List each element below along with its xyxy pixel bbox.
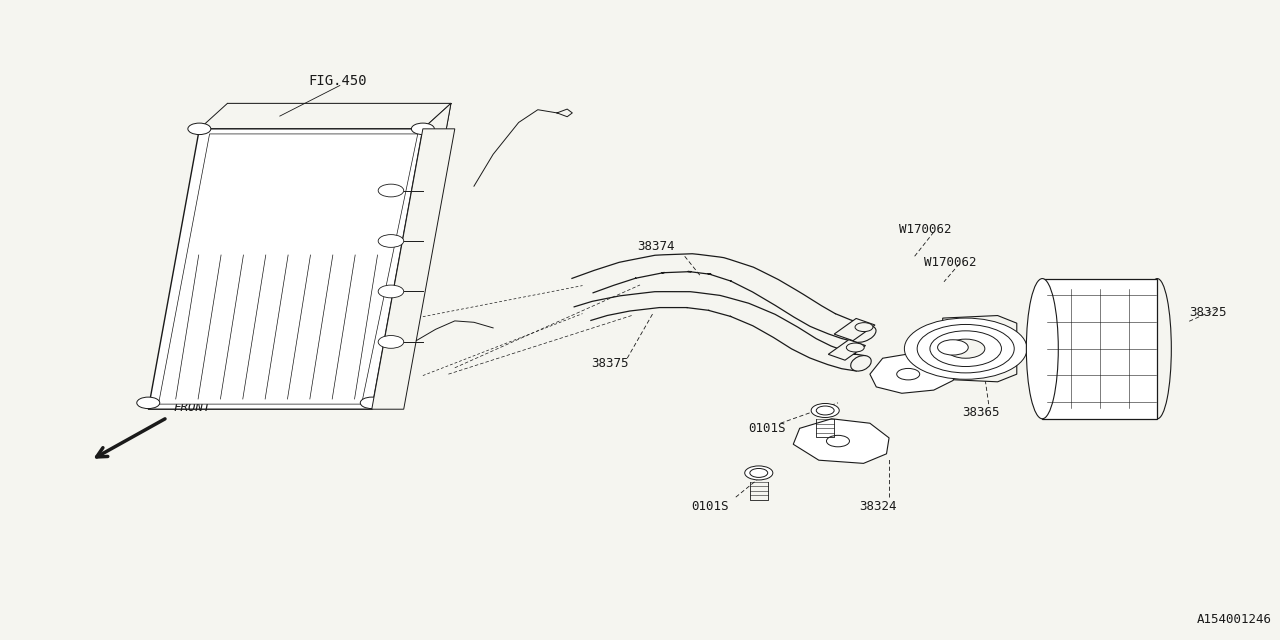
Text: 0101S: 0101S [691, 500, 728, 513]
Circle shape [378, 285, 403, 298]
Polygon shape [870, 352, 959, 394]
Polygon shape [828, 340, 865, 360]
Circle shape [411, 123, 434, 134]
Ellipse shape [851, 356, 872, 371]
Polygon shape [942, 316, 1016, 382]
Polygon shape [371, 129, 454, 409]
Circle shape [931, 331, 1001, 367]
Text: 38325: 38325 [1189, 306, 1226, 319]
Circle shape [855, 323, 873, 332]
Circle shape [905, 318, 1027, 380]
Polygon shape [148, 129, 422, 409]
Text: 0101S: 0101S [749, 422, 786, 435]
Text: 38324: 38324 [860, 500, 897, 513]
Ellipse shape [1027, 278, 1059, 419]
Circle shape [750, 468, 768, 477]
Circle shape [846, 343, 864, 352]
Circle shape [188, 123, 211, 134]
Text: A154001246: A154001246 [1197, 613, 1272, 626]
Ellipse shape [851, 326, 876, 342]
Text: 38375: 38375 [591, 357, 628, 370]
Polygon shape [159, 134, 417, 404]
Circle shape [378, 184, 403, 197]
Polygon shape [200, 103, 451, 129]
Text: W170062: W170062 [924, 256, 977, 269]
Text: FRONT: FRONT [174, 401, 211, 413]
Text: 38374: 38374 [637, 240, 675, 253]
Circle shape [946, 339, 984, 358]
Circle shape [378, 235, 403, 247]
Text: FIG.450: FIG.450 [308, 74, 366, 88]
Circle shape [937, 340, 968, 355]
Polygon shape [1042, 278, 1157, 419]
Circle shape [897, 369, 920, 380]
Circle shape [812, 403, 840, 417]
Circle shape [827, 435, 850, 447]
Circle shape [378, 335, 403, 348]
Text: 38365: 38365 [961, 406, 1000, 419]
Circle shape [137, 397, 160, 408]
Polygon shape [794, 419, 890, 463]
Polygon shape [371, 103, 451, 409]
Circle shape [918, 324, 1014, 373]
Circle shape [745, 466, 773, 480]
Circle shape [360, 397, 383, 408]
Polygon shape [835, 319, 876, 340]
Text: W170062: W170062 [900, 223, 952, 236]
Ellipse shape [1143, 278, 1171, 419]
Circle shape [817, 406, 835, 415]
